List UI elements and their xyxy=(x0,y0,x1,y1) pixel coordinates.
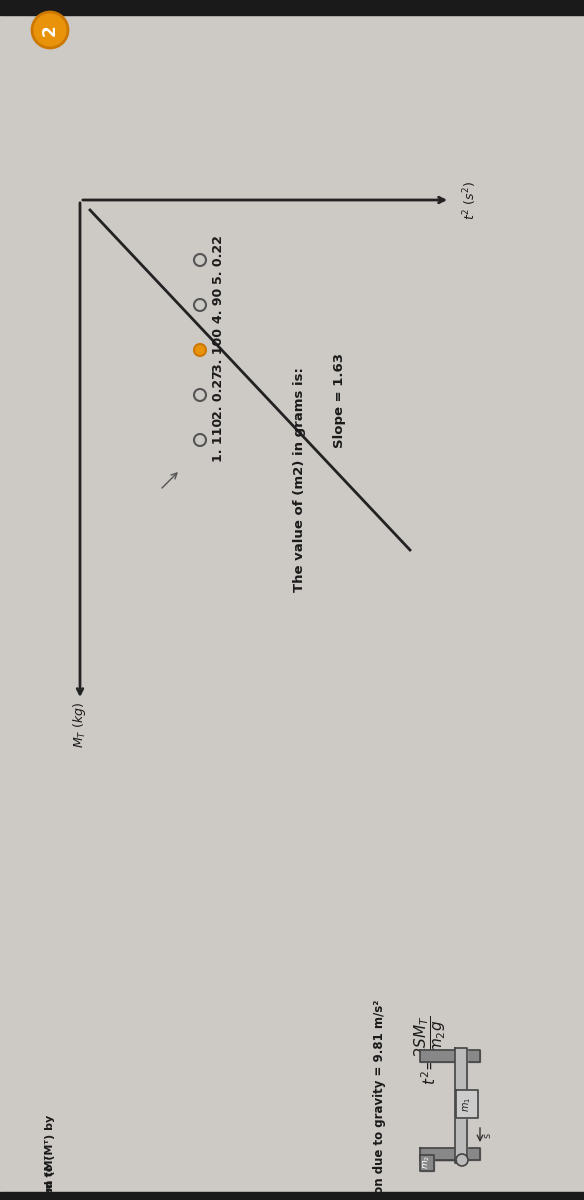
Text: $m_2$: $m_2$ xyxy=(422,1154,432,1169)
Text: 1. 110: 1. 110 xyxy=(211,418,224,462)
Text: 3. 100: 3. 100 xyxy=(211,328,224,372)
Text: $M_T\ (kg)$: $M_T\ (kg)$ xyxy=(71,702,89,749)
Polygon shape xyxy=(455,1048,467,1163)
Text: $t^2\!=\!\dfrac{2SM_T}{m_2 g}$: $t^2\!=\!\dfrac{2SM_T}{m_2 g}$ xyxy=(412,1015,448,1085)
Polygon shape xyxy=(420,1050,480,1062)
Text: Where g: acceleration due to gravity = 9.81 m/s²: Where g: acceleration due to gravity = 9… xyxy=(374,1000,387,1200)
Text: $m_1$: $m_1$ xyxy=(461,1097,473,1111)
Text: Slope = 1.63: Slope = 1.63 xyxy=(333,353,346,448)
Text: 5. 0.22: 5. 0.22 xyxy=(211,235,224,284)
Text: 4. 90: 4. 90 xyxy=(211,287,224,323)
Text: 2. 0.27: 2. 0.27 xyxy=(211,371,224,420)
Polygon shape xyxy=(456,1090,478,1118)
Text: 2: 2 xyxy=(41,24,59,36)
Text: In Newton’s second law experiment, the time (t) needed to cover a fixed distance: In Newton’s second law experiment, the t… xyxy=(45,1154,55,1200)
Text: m1+ m2)  at a constant hanging mass (m2). The time (t) is related to (Mᵀ) by: m1+ m2) at a constant hanging mass (m2).… xyxy=(45,1115,55,1200)
Bar xyxy=(0,0,584,14)
Circle shape xyxy=(456,1154,468,1166)
Text: s: s xyxy=(482,1133,492,1138)
Polygon shape xyxy=(420,1154,434,1171)
Polygon shape xyxy=(420,1148,480,1160)
Text: $t^2\ (s^2)$: $t^2\ (s^2)$ xyxy=(461,180,479,220)
Circle shape xyxy=(32,12,68,48)
Circle shape xyxy=(194,344,206,356)
Bar xyxy=(0,1192,584,1200)
Text: The value of (m2) in grams is:: The value of (m2) in grams is: xyxy=(294,367,307,593)
